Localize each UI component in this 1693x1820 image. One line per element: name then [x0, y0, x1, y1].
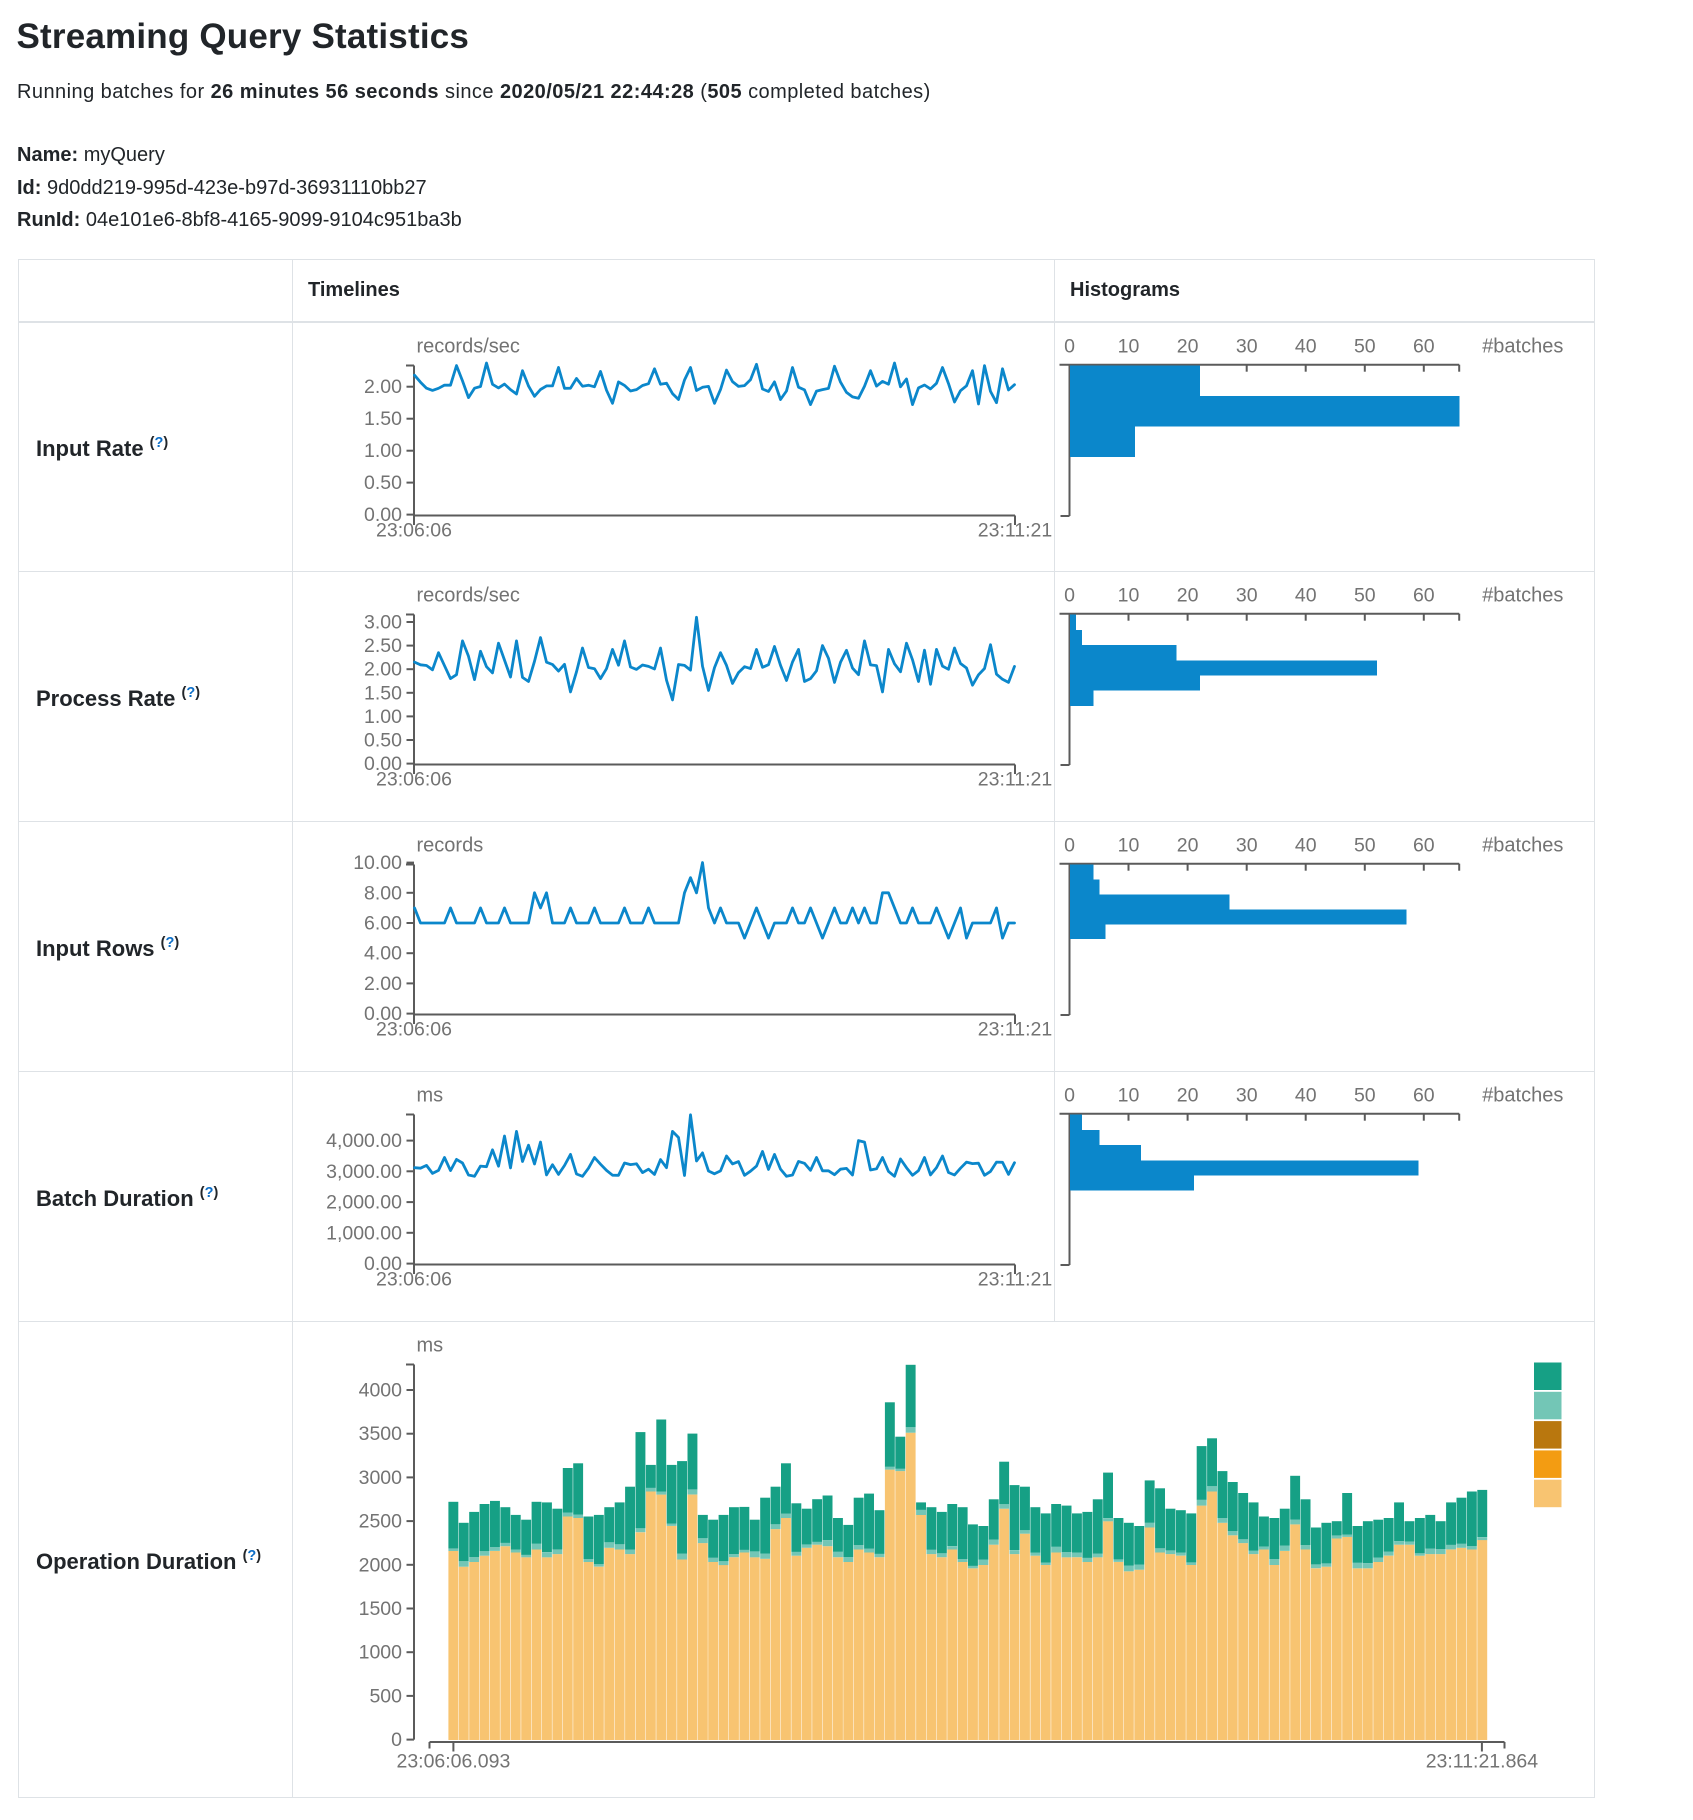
- svg-text:3500: 3500: [359, 1423, 403, 1445]
- svg-text:40: 40: [1295, 335, 1317, 357]
- svg-text:4,000.00: 4,000.00: [326, 1130, 402, 1152]
- svg-text:1.50: 1.50: [364, 408, 402, 430]
- svg-text:records/sec: records/sec: [417, 584, 520, 606]
- svg-text:40: 40: [1295, 1084, 1317, 1106]
- svg-text:0.50: 0.50: [364, 472, 402, 494]
- svg-text:10: 10: [1118, 584, 1140, 606]
- svg-text:23:11:21: 23:11:21: [978, 1019, 1052, 1041]
- svg-text:23:11:21: 23:11:21: [978, 769, 1052, 791]
- svg-text:10.00: 10.00: [353, 852, 402, 874]
- svg-text:20: 20: [1177, 834, 1199, 856]
- svg-text:30: 30: [1236, 1084, 1258, 1106]
- svg-text:0.00: 0.00: [364, 753, 402, 775]
- svg-text:10: 10: [1118, 335, 1140, 357]
- svg-text:ms: ms: [417, 1334, 444, 1356]
- svg-text:3.00: 3.00: [364, 612, 402, 634]
- svg-text:1000: 1000: [359, 1642, 403, 1664]
- svg-text:23:06:06.093: 23:06:06.093: [396, 1750, 510, 1772]
- svg-text:records: records: [417, 834, 484, 856]
- svg-text:1.00: 1.00: [364, 440, 402, 462]
- svg-text:30: 30: [1236, 335, 1258, 357]
- svg-text:0.00: 0.00: [364, 1003, 402, 1025]
- svg-text:0: 0: [391, 1729, 402, 1751]
- svg-text:10: 10: [1118, 834, 1140, 856]
- svg-text:60: 60: [1413, 335, 1435, 357]
- svg-text:60: 60: [1413, 834, 1435, 856]
- svg-text:3,000.00: 3,000.00: [326, 1161, 402, 1183]
- svg-text:30: 30: [1236, 834, 1258, 856]
- svg-text:4.00: 4.00: [364, 943, 402, 965]
- svg-text:2.00: 2.00: [364, 376, 402, 398]
- svg-text:50: 50: [1354, 1084, 1376, 1106]
- svg-text:23:06:06: 23:06:06: [376, 769, 452, 791]
- svg-text:0: 0: [1064, 584, 1075, 606]
- svg-text:2.50: 2.50: [364, 635, 402, 657]
- svg-text:1.00: 1.00: [364, 706, 402, 728]
- svg-text:23:06:06: 23:06:06: [376, 1019, 452, 1041]
- svg-text:1,000.00: 1,000.00: [326, 1222, 402, 1244]
- svg-text:50: 50: [1354, 584, 1376, 606]
- svg-text:2000: 2000: [359, 1554, 403, 1576]
- svg-text:0.50: 0.50: [364, 730, 402, 752]
- svg-text:10: 10: [1118, 1084, 1140, 1106]
- svg-text:23:11:21: 23:11:21: [978, 519, 1052, 541]
- svg-text:60: 60: [1413, 584, 1435, 606]
- svg-text:ms: ms: [417, 1084, 444, 1106]
- svg-text:500: 500: [369, 1685, 402, 1707]
- svg-text:#batches: #batches: [1482, 335, 1563, 357]
- svg-text:#batches: #batches: [1482, 1084, 1563, 1106]
- svg-text:4000: 4000: [359, 1380, 403, 1402]
- svg-text:50: 50: [1354, 335, 1376, 357]
- svg-text:0: 0: [1064, 1084, 1075, 1106]
- svg-text:40: 40: [1295, 834, 1317, 856]
- svg-text:20: 20: [1177, 335, 1199, 357]
- svg-text:2.00: 2.00: [364, 973, 402, 995]
- svg-text:60: 60: [1413, 1084, 1435, 1106]
- svg-text:6.00: 6.00: [364, 913, 402, 935]
- svg-text:0: 0: [1064, 335, 1075, 357]
- svg-text:0.00: 0.00: [364, 1253, 402, 1275]
- svg-text:2500: 2500: [359, 1511, 403, 1533]
- svg-text:0.00: 0.00: [364, 504, 402, 526]
- svg-text:23:11:21: 23:11:21: [978, 1269, 1052, 1291]
- svg-text:20: 20: [1177, 584, 1199, 606]
- svg-text:50: 50: [1354, 834, 1376, 856]
- svg-text:1500: 1500: [359, 1598, 403, 1620]
- svg-text:2,000.00: 2,000.00: [326, 1192, 402, 1214]
- svg-text:#batches: #batches: [1482, 834, 1563, 856]
- svg-text:30: 30: [1236, 584, 1258, 606]
- svg-text:20: 20: [1177, 1084, 1199, 1106]
- svg-text:#batches: #batches: [1482, 584, 1563, 606]
- svg-text:23:06:06: 23:06:06: [376, 519, 452, 541]
- svg-text:1.50: 1.50: [364, 682, 402, 704]
- svg-text:8.00: 8.00: [364, 882, 402, 904]
- svg-text:0: 0: [1064, 834, 1075, 856]
- svg-text:40: 40: [1295, 584, 1317, 606]
- svg-text:3000: 3000: [359, 1467, 403, 1489]
- svg-text:23:06:06: 23:06:06: [376, 1269, 452, 1291]
- svg-text:records/sec: records/sec: [417, 335, 520, 357]
- svg-text:2.00: 2.00: [364, 659, 402, 681]
- svg-text:23:11:21.864: 23:11:21.864: [1426, 1750, 1539, 1772]
